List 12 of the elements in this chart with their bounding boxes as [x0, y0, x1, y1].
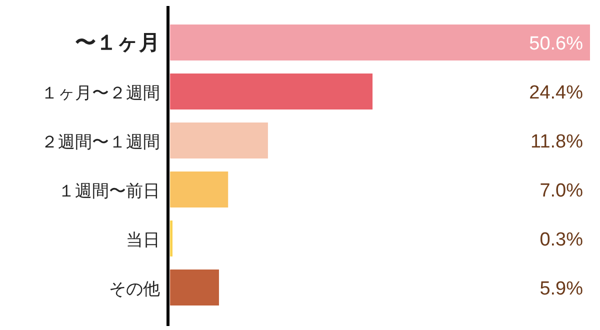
y-tick-label: １週間〜前日	[58, 182, 160, 202]
data-label: 5.9%	[540, 278, 584, 300]
data-label: 50.6%	[529, 34, 584, 54]
y-tick-label: その他	[109, 280, 160, 300]
data-label: 7.0%	[540, 180, 584, 202]
data-label: 11.8%	[530, 132, 584, 152]
y-tick-label: 当日	[126, 230, 160, 250]
y-tick-label: 〜１ヶ月	[75, 30, 160, 54]
data-label: 24.4%	[529, 82, 584, 104]
data-label: 0.3%	[540, 230, 584, 250]
y-tick-label: ２週間〜１週間	[41, 132, 160, 152]
y-tick-label: １ヶ月〜２週間	[41, 84, 160, 104]
